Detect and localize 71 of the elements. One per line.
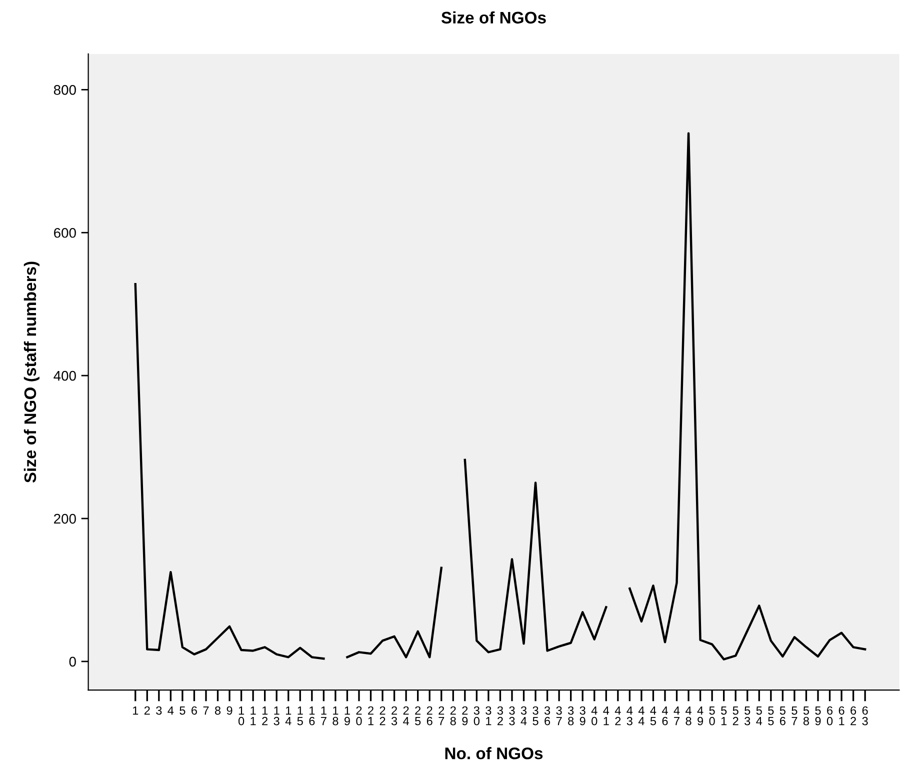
x-tick-label: 30 [474,706,480,726]
x-tick-label: 6 [192,706,197,715]
x-tick-label: 46 [662,706,668,726]
x-tick-label: 36 [544,706,550,726]
x-tick-label: 23 [391,706,398,726]
x-tick-label: 43 [626,706,633,726]
x-tick-label: 11 [250,706,256,726]
x-tick-label: 7 [203,706,209,715]
x-tick-label: 9 [226,706,232,715]
x-tick-label: 42 [614,706,621,726]
x-tick-label: 59 [815,706,821,726]
x-tick-label: 19 [344,706,350,726]
x-tick-label: 5 [180,706,186,715]
x-tick-label: 10 [238,706,244,726]
x-tick-label: 25 [415,706,421,726]
y-tick-label: 400 [54,370,76,381]
x-tick-label: 63 [862,706,868,726]
x-tick-label: 47 [674,706,680,726]
y-axis-title: Size of NGO (staff numbers) [24,262,40,483]
x-tick-label: 52 [732,706,738,726]
y-tick-label: 800 [54,85,76,95]
x-tick-label: 3 4 [520,706,527,726]
x-tick-label: 57 [792,706,798,726]
y-tick-label: 200 [54,514,76,524]
x-tick-label: 39 [580,706,586,726]
x-tick-label: 62 [850,706,856,726]
x-tick-label: 60 [826,706,833,726]
x-tick-label: 24 [403,706,410,726]
x-tick-label: 22 [380,706,386,726]
x-tick-label: 54 [756,706,762,726]
x-tick-label: 5 6 [780,706,786,726]
x-tick-label: 33 [509,706,515,726]
x-tick-label: 21 [368,706,374,726]
x-tick-label: 17 [321,706,326,726]
x-tick-label: 35 [532,706,538,726]
x-tick-label: 32 [497,706,503,726]
x-axis-title: No. of NGOs [445,747,543,760]
x-tick-label: 13 [274,706,280,726]
x-tick-label: 49 [697,706,704,726]
x-tick-label: 18 [332,706,338,726]
x-tick-label: 50 [709,706,715,726]
x-tick-label: 58 [803,706,810,726]
x-tick-label: 14 [285,706,292,726]
x-tick-label: 44 [638,706,644,726]
x-tick-label: 8 [214,706,221,715]
x-tick-label: 26 [426,706,432,726]
x-tick-label: 1 2 [262,706,268,726]
x-tick-label: 53 [744,706,750,726]
x-tick-label: 31 [486,706,492,726]
x-tick-label: 45 [650,706,656,726]
x-tick-label: 48 [686,706,692,726]
x-tick-label: 4 [168,706,174,715]
x-tick-label: 41 [603,706,610,726]
x-tick-label: 1 [132,706,138,715]
x-tick-label: 20 [356,706,362,726]
x-tick-label: 16 [309,706,315,726]
x-tick-label: 61 [838,706,844,726]
x-tick-label: 55 [768,706,774,726]
x-tick-label: 51 [721,706,727,726]
x-tick-label: 15 [297,706,303,726]
x-tick-label: 3 [156,706,162,715]
y-tick-label: 600 [54,228,76,238]
x-tick-label: 37 [556,706,562,726]
x-tick-label: 27 [438,706,444,726]
x-tick-label: 29 [462,706,468,726]
x-tick-label: 40 [591,706,598,726]
x-tick-label: 38 [568,706,574,726]
x-tick-label: 2 [144,706,150,715]
chart-title: Size of NGOs [441,11,546,24]
y-tick-label: 0 [69,656,76,667]
x-tick-label: 28 [450,706,456,726]
